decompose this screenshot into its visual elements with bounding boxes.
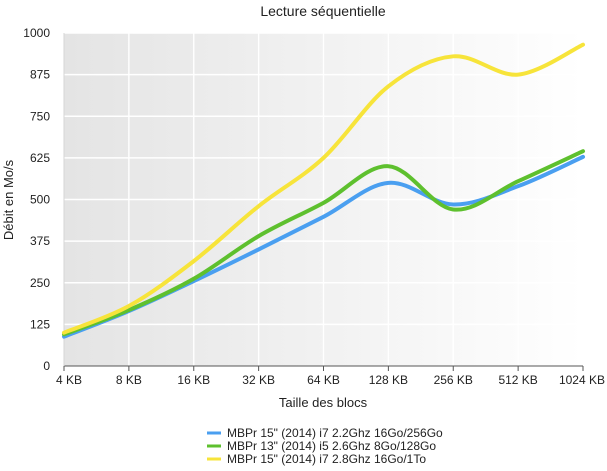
y-tick-label: 500 (30, 193, 50, 207)
x-tick-label: 32 KB (242, 373, 275, 387)
y-tick-label: 0 (43, 359, 50, 373)
series-line-2 (62, 149, 585, 337)
axes (63, 33, 584, 371)
y-tick-label: 375 (30, 234, 50, 248)
legend-label: MBPr 15" (2014) i7 2.8Ghz 16Go/1To (227, 452, 426, 466)
y-tick-label: 250 (30, 276, 50, 290)
y-tick-label: 625 (30, 151, 50, 165)
y-tick-labels: 0 125 250 375 500 625 750 875 1000 (23, 26, 50, 373)
chart-title: Lecture séquentielle (260, 3, 386, 19)
series-line-3 (62, 42, 585, 335)
x-tick-label: 4 KB (56, 373, 82, 387)
x-tick-label: 8 KB (116, 373, 142, 387)
x-tick-labels: 4 KB 8 KB 16 KB 32 KB 64 KB 128 KB 256 KB 512 K… (56, 373, 605, 387)
legend: MBPr 15" (2014) i7 2.2Ghz 16Go/256GoMBPr… (207, 426, 443, 466)
legend-label: MBPr 13" (2014) i5 2.6Ghz 8Go/128Go (227, 439, 436, 453)
x-tick-label: 128 KB (369, 373, 408, 387)
y-tick-label: 125 (30, 317, 50, 331)
x-tick-label: 256 KB (434, 373, 473, 387)
x-tick-label: 64 KB (307, 373, 340, 387)
y-tick-label: 875 (30, 68, 50, 82)
y-axis-title: Débit en Mo/s (1, 159, 16, 240)
x-axis-title: Taille des blocs (279, 395, 368, 410)
y-tick-label: 1000 (23, 26, 50, 40)
x-tick-label: 1024 KB (559, 373, 605, 387)
legend-label: MBPr 15" (2014) i7 2.2Ghz 16Go/256Go (227, 426, 443, 440)
x-tick-label: 512 KB (498, 373, 537, 387)
y-tick-label: 750 (30, 109, 50, 123)
series-lines (62, 42, 585, 339)
gridlines (64, 32, 583, 366)
x-tick-label: 16 KB (177, 373, 210, 387)
